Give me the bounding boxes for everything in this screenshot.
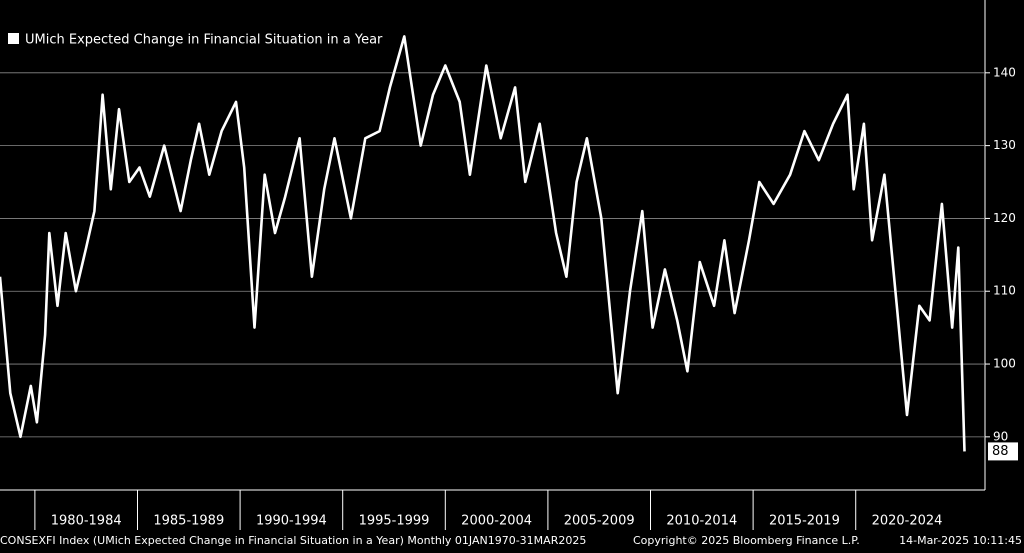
x-tick-label: 2000-2004	[461, 514, 532, 529]
line	[0, 35, 966, 452]
x-tick-label: 2005-2009	[564, 514, 635, 529]
y-tick-label: 100	[993, 357, 1016, 371]
x-tick-label: 1980-1984	[51, 514, 122, 529]
legend-swatch	[8, 33, 19, 44]
y-tick-label: 120	[993, 211, 1016, 225]
y-tick-label: 90	[993, 429, 1008, 443]
y-tick-label: 110	[993, 284, 1016, 298]
x-tick-label: 1990-1994	[256, 514, 327, 529]
footer-timestamp: 14-Mar-2025 10:11:45	[899, 534, 1022, 547]
x-tick-label: 2015-2019	[769, 514, 840, 529]
x-tick-label: 2020-2024	[872, 514, 943, 529]
x-tick-label: 1985-1989	[153, 514, 224, 529]
legend-label: UMich Expected Change in Financial Situa…	[25, 33, 383, 48]
footer-source: CONSEXFI Index (UMich Expected Change in…	[0, 534, 586, 547]
x-tick-label: 2010-2014	[666, 514, 737, 529]
y-tick-label: 130	[993, 138, 1016, 152]
footer-copyright: Copyright© 2025 Bloomberg Finance L.P.	[633, 534, 860, 547]
y-tick-label: 140	[993, 65, 1016, 79]
x-tick-label: 1995-1999	[359, 514, 430, 529]
last-value-box	[988, 442, 1018, 461]
last-value-label: 88	[992, 444, 1009, 459]
